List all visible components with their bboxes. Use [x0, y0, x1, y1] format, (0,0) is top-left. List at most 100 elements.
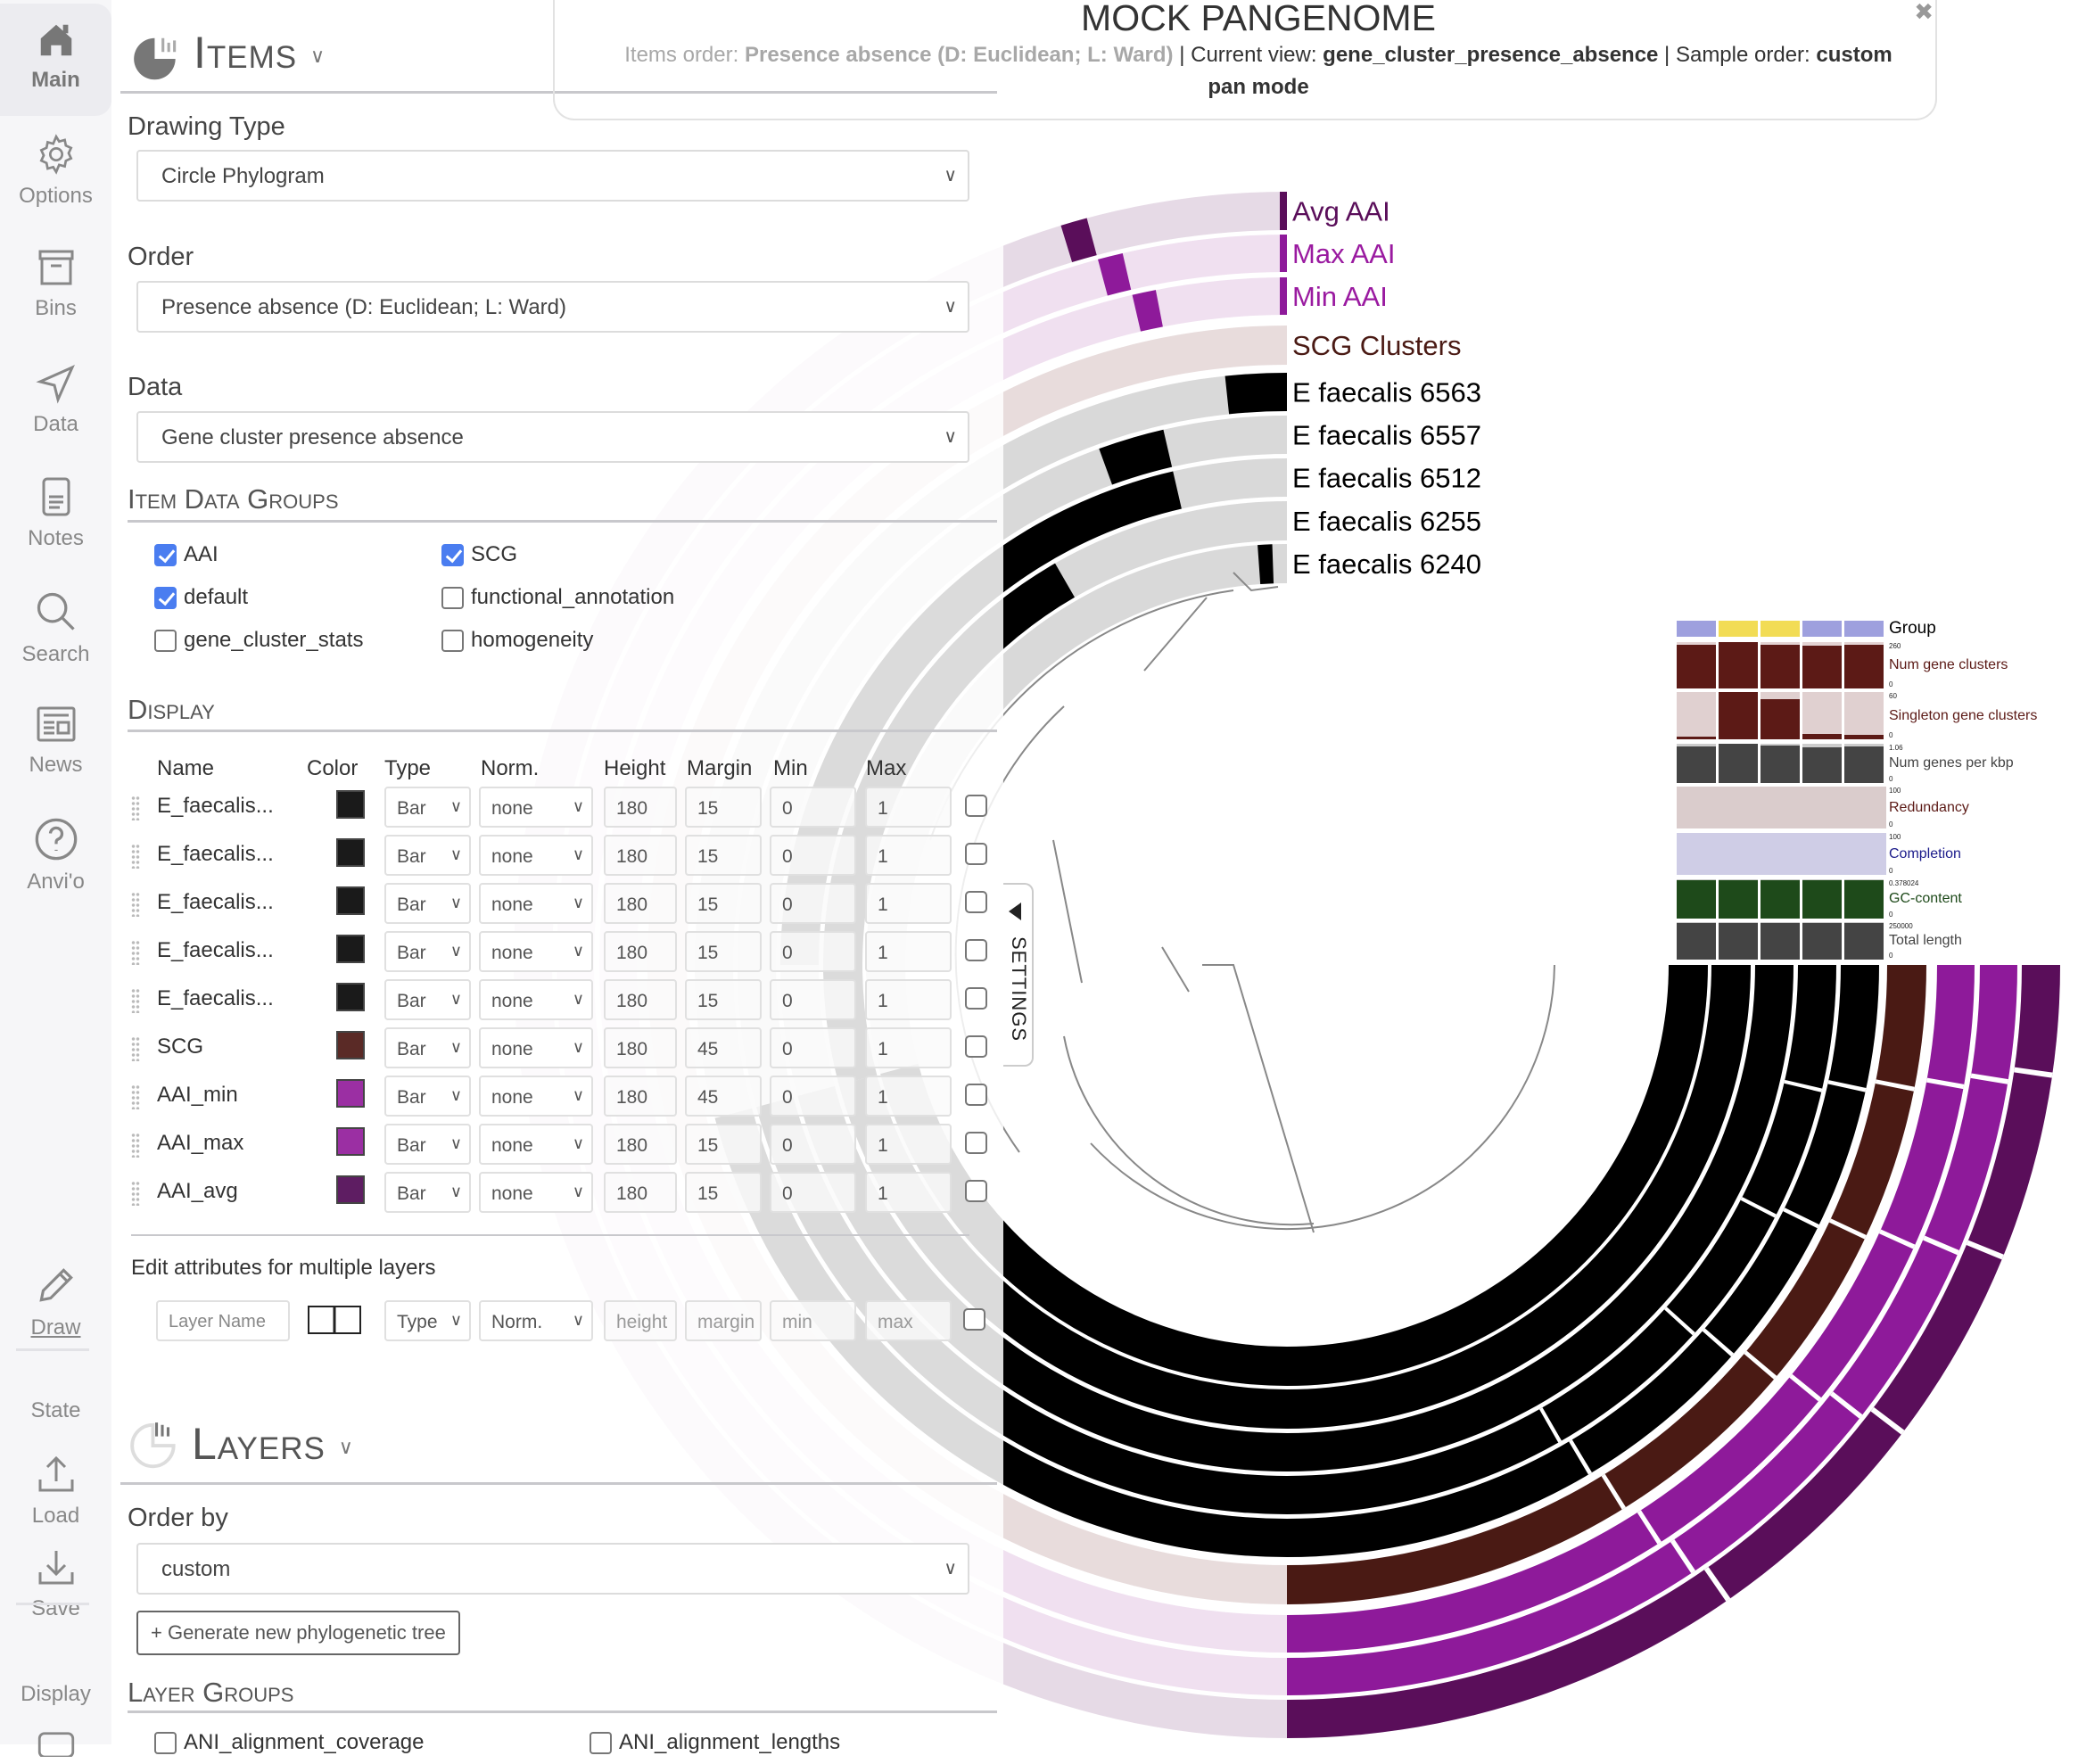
ring-gap[interactable]: [1702, 1328, 1735, 1357]
ring-gap[interactable]: [1664, 1307, 1695, 1336]
ring-segment[interactable]: [1099, 429, 1173, 485]
margin-input[interactable]: 15: [685, 1172, 762, 1213]
group-cell[interactable]: [1677, 621, 1716, 637]
ring-segment[interactable]: [1098, 252, 1132, 296]
margin-input[interactable]: 15: [685, 931, 762, 972]
color-swatch[interactable]: [336, 1079, 365, 1108]
color-swatch[interactable]: [336, 838, 365, 867]
min-input[interactable]: 0: [770, 883, 856, 924]
margin-input[interactable]: 45: [685, 1076, 762, 1117]
color-swatch[interactable]: [336, 935, 365, 963]
sidebar-item-bins[interactable]: Bins: [0, 246, 111, 321]
settings-tab[interactable]: SETTINGS: [1003, 883, 1034, 1067]
row-select-checkbox[interactable]: [965, 1132, 987, 1154]
layer-bar[interactable]: [1719, 922, 1758, 960]
sidebar-item-main[interactable]: Main: [0, 4, 111, 116]
layer-bar[interactable]: [1761, 698, 1800, 739]
type-select[interactable]: Bar ∨: [384, 1124, 471, 1165]
height-input[interactable]: 180: [604, 1027, 677, 1068]
checkbox-item[interactable]: ANI_alignment_lengths: [590, 1730, 840, 1755]
multi-type-select[interactable]: Type ∨: [384, 1300, 471, 1341]
checkbox[interactable]: [590, 1731, 612, 1754]
layer-bar[interactable]: [1677, 645, 1716, 688]
ring-segment[interactable]: [1132, 290, 1163, 332]
layer-bar[interactable]: [1761, 922, 1800, 960]
row-select-checkbox[interactable]: [965, 1180, 987, 1202]
height-input[interactable]: 180: [604, 979, 677, 1020]
drag-handle-icon[interactable]: [131, 892, 140, 917]
layer-bar[interactable]: [1802, 746, 1842, 783]
sidebar-item-data[interactable]: Data: [0, 362, 111, 437]
multi-margin-input[interactable]: margin: [685, 1300, 762, 1341]
ring-gap[interactable]: [1827, 1080, 1867, 1092]
checkbox[interactable]: [154, 1731, 177, 1754]
ring-gap[interactable]: [1670, 1539, 1695, 1574]
layer-bar[interactable]: [1677, 737, 1716, 739]
multi-norm-select[interactable]: Norm. ∨: [479, 1300, 593, 1341]
type-select[interactable]: Bar ∨: [384, 1076, 471, 1117]
ring-gap[interactable]: [1601, 1473, 1626, 1510]
checkbox-item[interactable]: ANI_alignment_coverage: [154, 1730, 425, 1755]
order-select[interactable]: Presence absence (D: Euclidean; L: Ward)…: [136, 281, 969, 333]
row-select-checkbox[interactable]: [965, 891, 987, 913]
drag-handle-icon[interactable]: [131, 1084, 140, 1109]
layer-bar[interactable]: [1802, 922, 1842, 960]
max-input[interactable]: 1: [865, 1076, 952, 1117]
checkbox-item[interactable]: default: [154, 585, 248, 610]
checkbox[interactable]: [154, 586, 177, 609]
sidebar-item-display[interactable]: Display: [21, 1682, 91, 1706]
ring-segment[interactable]: [1225, 373, 1287, 415]
checkbox-item[interactable]: gene_cluster_stats: [154, 628, 363, 653]
layer-bar[interactable]: [1802, 645, 1842, 688]
margin-input[interactable]: 15: [685, 979, 762, 1020]
max-input[interactable]: 1: [865, 835, 952, 876]
type-select[interactable]: Bar ∨: [384, 931, 471, 972]
row-select-checkbox[interactable]: [965, 1035, 987, 1058]
ring-gap[interactable]: [1970, 1073, 2008, 1084]
color-swatch[interactable]: [336, 983, 365, 1011]
row-select-checkbox[interactable]: [965, 939, 987, 961]
color-swatch[interactable]: [336, 790, 365, 819]
checkbox[interactable]: [441, 586, 464, 609]
layer-bar[interactable]: [1719, 642, 1758, 688]
layer-name-input[interactable]: Layer Name: [156, 1300, 290, 1341]
min-input[interactable]: 0: [770, 931, 856, 972]
ring-gap[interactable]: [1569, 1439, 1592, 1475]
ring-gap[interactable]: [1966, 1240, 2004, 1260]
layer-bar[interactable]: [1802, 733, 1842, 739]
layer-bar[interactable]: [1677, 746, 1716, 783]
drag-handle-icon[interactable]: [131, 1036, 140, 1061]
layer-bar[interactable]: [1844, 734, 1884, 739]
ring-fill[interactable]: [1287, 965, 1794, 1471]
items-header[interactable]: Items ∨: [194, 27, 326, 78]
margin-input[interactable]: 15: [685, 883, 762, 924]
ring-fill[interactable]: [1287, 965, 1708, 1386]
color-swatch[interactable]: [336, 1031, 365, 1059]
checkbox-item[interactable]: functional_annotation: [441, 585, 674, 610]
ring-gap[interactable]: [1637, 1510, 1662, 1545]
max-input[interactable]: 1: [865, 1172, 952, 1213]
height-input[interactable]: 180: [604, 1076, 677, 1117]
ring-gap[interactable]: [1789, 1373, 1822, 1402]
ring-gap[interactable]: [1828, 1218, 1867, 1240]
ring-fill[interactable]: [1287, 965, 1926, 1604]
ring-gap[interactable]: [1878, 1229, 1916, 1249]
layer-bar[interactable]: [1844, 879, 1884, 919]
layer-bar[interactable]: [1802, 879, 1842, 919]
ring-gap[interactable]: [1923, 1235, 1959, 1256]
type-select[interactable]: Bar ∨: [384, 835, 471, 876]
layer-bar[interactable]: [1761, 645, 1800, 688]
row-select-checkbox[interactable]: [965, 795, 987, 817]
layer-bar[interactable]: [1844, 645, 1884, 688]
color-swatch[interactable]: [336, 1127, 365, 1156]
norm-select[interactable]: none ∨: [479, 1172, 593, 1213]
group-cell[interactable]: [1844, 621, 1884, 637]
min-input[interactable]: 0: [770, 1172, 856, 1213]
checkbox[interactable]: [441, 629, 464, 652]
norm-select[interactable]: none ∨: [479, 835, 593, 876]
checkbox[interactable]: [441, 543, 464, 566]
layer-bar[interactable]: [1677, 922, 1716, 960]
image-icon[interactable]: [0, 1730, 111, 1764]
color-swatch[interactable]: [336, 1175, 365, 1204]
margin-input[interactable]: 15: [685, 1124, 762, 1165]
